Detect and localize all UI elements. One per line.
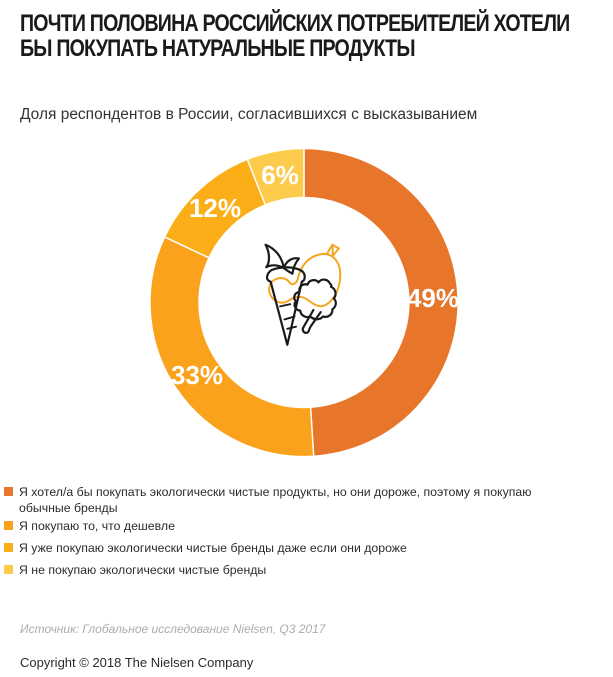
svg-text:6%: 6% bbox=[261, 160, 299, 190]
svg-text:33%: 33% bbox=[171, 360, 223, 390]
svg-text:49%: 49% bbox=[407, 283, 458, 313]
svg-text:12%: 12% bbox=[189, 193, 241, 223]
